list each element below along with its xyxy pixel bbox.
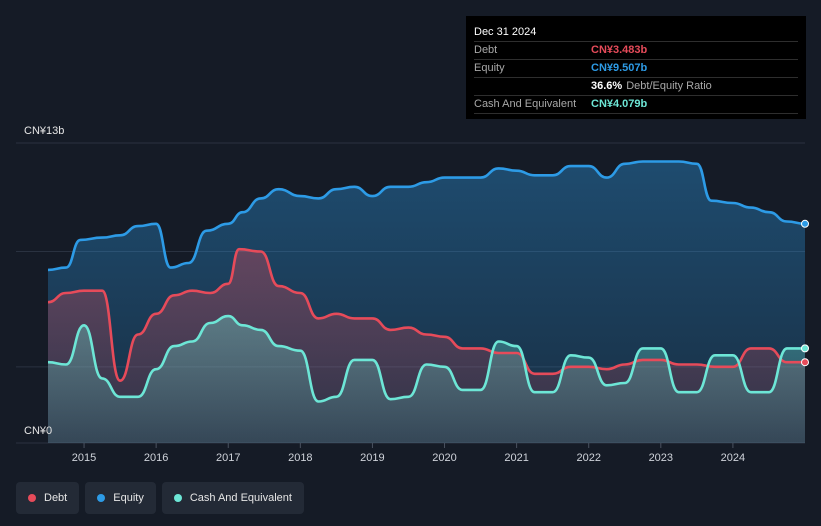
cash-line: [47, 314, 805, 403]
tooltip-debt-value: CN¥3.483b: [591, 44, 648, 56]
x-tick-label: 2018: [288, 452, 312, 464]
cash-dot-icon: [173, 494, 182, 502]
x-tick-label: 2015: [72, 452, 96, 464]
equity-dot-icon: [97, 494, 106, 502]
x-tick-label: 2019: [360, 452, 384, 464]
debt-dot-icon: [28, 494, 36, 502]
tooltip-row-debt: Debt CN¥3.483b: [474, 41, 798, 59]
x-tick-label: 2020: [432, 452, 456, 464]
tooltip-row-equity: Equity CN¥9.507b: [474, 59, 798, 77]
legend-equity-label: Equity: [113, 492, 144, 504]
cash-area: [48, 316, 805, 443]
tooltip-debt-label: Debt: [474, 44, 498, 56]
equity-endpoint: [801, 219, 809, 228]
x-tick-label: 2021: [504, 452, 528, 464]
x-tick-label: 2022: [576, 452, 600, 464]
legend: Debt Equity Cash And Equivalent: [16, 482, 310, 514]
series-lines: [47, 160, 806, 403]
x-tick-label: 2024: [721, 452, 745, 464]
debt-line: [47, 247, 805, 382]
tooltip-row-ratio: 36.6% Debt/Equity Ratio: [474, 77, 798, 95]
x-tick-label: 2023: [649, 452, 673, 464]
legend-debt-label: Debt: [44, 492, 68, 504]
legend-item-debt[interactable]: Debt: [16, 482, 80, 514]
x-tick-label: 2016: [144, 452, 168, 464]
tooltip-row-cash: Cash And Equivalent CN¥4.079b: [474, 95, 798, 114]
tooltip-panel: Dec 31 2024 Debt CN¥3.483b Equity CN¥9.5…: [466, 16, 806, 119]
debt-endpoint: [801, 358, 809, 367]
tooltip-equity-value: CN¥9.507b: [591, 62, 648, 74]
tooltip-equity-label: Equity: [474, 62, 505, 74]
legend-item-equity[interactable]: Equity: [85, 482, 156, 514]
cash-endpoint: [801, 344, 809, 353]
legend-item-cash[interactable]: Cash And Equivalent: [161, 482, 304, 514]
y-axis-top-label: CN¥13b: [24, 125, 64, 137]
tooltip-date: Dec 31 2024: [474, 26, 537, 38]
tooltip-cash-label: Cash And Equivalent: [474, 98, 577, 110]
tooltip-ratio-label: Debt/Equity Ratio: [626, 80, 712, 92]
y-axis-bottom-label: CN¥0: [24, 425, 52, 437]
equity-line: [47, 160, 806, 272]
tooltip-cash-value: CN¥4.079b: [591, 98, 648, 110]
x-tick-label: 2017: [216, 452, 240, 464]
series-endpoints: [801, 219, 809, 367]
tooltip-ratio-value: 36.6%: [591, 80, 623, 92]
legend-cash-label: Cash And Equivalent: [189, 492, 292, 504]
series-areas: [48, 161, 805, 443]
x-axis-ticks: 2015 2016 2017 2018 2019 2020 2021 2022 2023 2024: [72, 443, 745, 464]
